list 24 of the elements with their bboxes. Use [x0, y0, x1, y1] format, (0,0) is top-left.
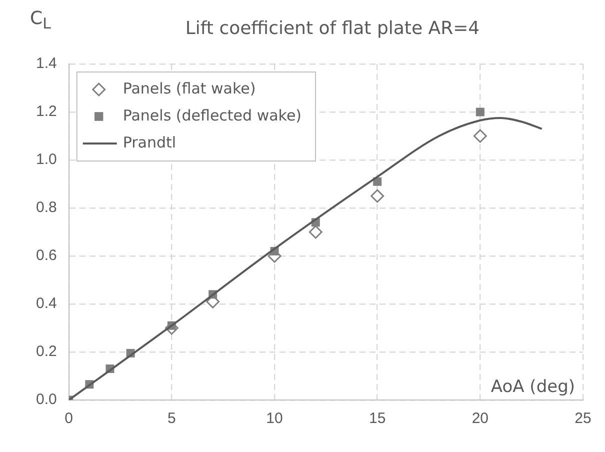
x-tick-label: 5 [168, 410, 176, 428]
y-tick-label: 1.2 [36, 103, 57, 120]
y-tick-label: 0.4 [36, 295, 57, 312]
x-tick-label: 0 [64, 410, 74, 428]
legend-label: Panels (deflected wake) [122, 106, 302, 124]
x-tick-label: 10 [266, 410, 283, 428]
x-tick-label: 20 [472, 410, 489, 428]
chart-title: Lift coefficient of flat plate AR=4 [184, 18, 481, 39]
y-tick-label: 0.2 [36, 343, 57, 360]
y-tick-label: 0.0 [36, 391, 57, 408]
x-tick-label: 25 [574, 410, 592, 428]
y-tick-label: 1.0 [36, 151, 57, 168]
x-axis-title: AoA (deg) [490, 376, 575, 397]
legend-label: Panels (flat wake) [122, 79, 256, 98]
point [370, 189, 384, 203]
y-tick-label: 0.8 [36, 199, 57, 216]
y-axis-title: C$_{L}$ [30, 8, 51, 33]
x-tick-label: 15 [368, 410, 386, 428]
legend-label: Prandtl [122, 133, 176, 152]
y-tick-label: 1.4 [36, 55, 57, 72]
point [473, 129, 487, 143]
y-tick-label: 0.6 [36, 247, 57, 264]
point [308, 225, 322, 239]
point [476, 108, 484, 116]
